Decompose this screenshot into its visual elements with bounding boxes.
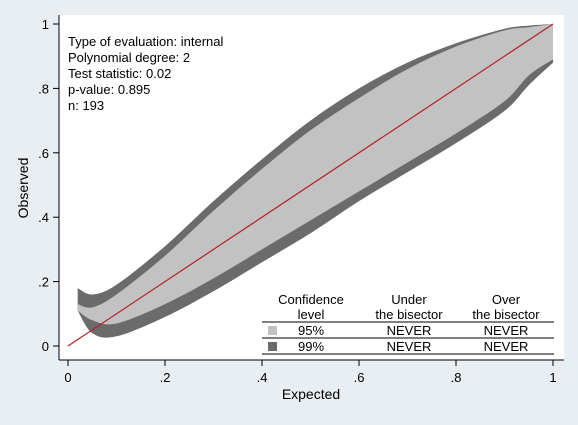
annotation-n: n: 193 xyxy=(68,98,104,113)
annotation-p-value: p-value: 0.895 xyxy=(68,82,150,97)
x-tick-label: .8 xyxy=(451,370,462,385)
y-tick-label: .6 xyxy=(38,146,49,161)
annotation-block: Type of evaluation: internal Polynomial … xyxy=(68,34,223,113)
bisector-line xyxy=(67,23,554,347)
legend-swatch-95 xyxy=(268,326,277,335)
x-tick-label: .6 xyxy=(354,370,365,385)
legend-header-confidence-2: level xyxy=(298,307,325,322)
legend-row-95-under: NEVER xyxy=(387,323,432,338)
legend-row-99-level: 99% xyxy=(298,339,324,354)
legend-row-99-over: NEVER xyxy=(484,339,529,354)
legend-header-over-2: the bisector xyxy=(472,307,540,322)
legend-swatch-99 xyxy=(268,342,277,351)
legend-row-95-over: NEVER xyxy=(484,323,529,338)
y-tick-label: .8 xyxy=(38,81,49,96)
annotation-polynomial-degree: Polynomial degree: 2 xyxy=(68,50,190,65)
legend-header-confidence-1: Confidence xyxy=(278,292,344,307)
x-tick-label: 0 xyxy=(64,370,71,385)
legend-row-95-level: 95% xyxy=(298,323,324,338)
y-tick-label: .4 xyxy=(38,210,49,225)
x-axis-label: Expected xyxy=(282,386,340,402)
annotation-test-statistic: Test statistic: 0.02 xyxy=(68,66,171,81)
y-ticks: 0 .2 .4 .6 .8 1 xyxy=(38,17,59,354)
x-tick-label: .2 xyxy=(160,370,171,385)
x-tick-label: 1 xyxy=(549,370,556,385)
y-tick-label: .2 xyxy=(38,275,49,290)
annotation-evaluation-type: Type of evaluation: internal xyxy=(68,34,223,49)
x-tick-label: .4 xyxy=(257,370,268,385)
legend-row-99-under: NEVER xyxy=(387,339,432,354)
legend-header-under-2: the bisector xyxy=(375,307,443,322)
band-95 xyxy=(77,24,553,325)
y-tick-label: 0 xyxy=(42,339,49,354)
legend-header-under-1: Under xyxy=(391,292,427,307)
bisector-layer xyxy=(67,23,554,347)
y-axis-label: Observed xyxy=(15,158,31,219)
legend-header-over-1: Over xyxy=(492,292,521,307)
legend-table: Confidence level Under the bisector Over… xyxy=(262,292,554,355)
y-tick-label: 1 xyxy=(42,17,49,32)
x-ticks: 0 .2 .4 .6 .8 1 xyxy=(64,360,557,385)
